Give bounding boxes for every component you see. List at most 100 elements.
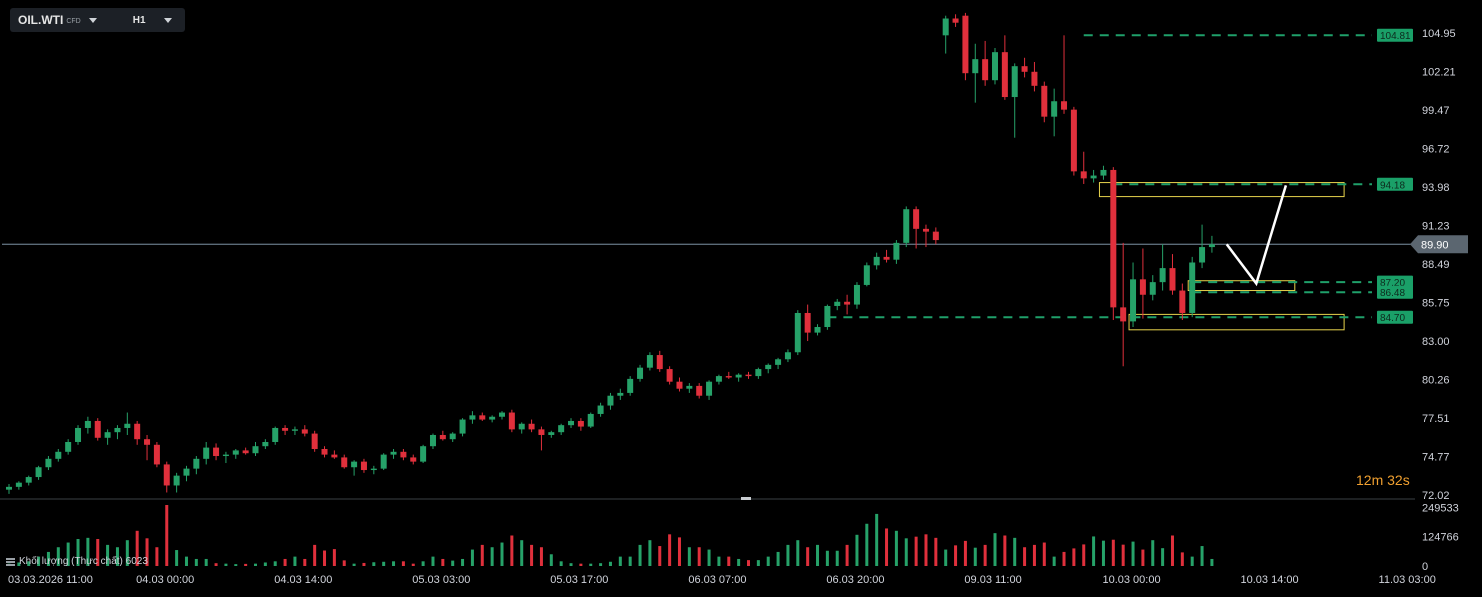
volume-bar <box>1151 540 1155 566</box>
candle-body <box>873 256 880 266</box>
volume-bar <box>303 558 307 566</box>
candle-body <box>183 468 190 476</box>
candle-body <box>1021 66 1028 72</box>
candle-body <box>538 429 545 435</box>
volume-bar <box>549 554 553 566</box>
time-tick-label: 05.03 03:00 <box>412 574 470 586</box>
candle-body <box>1090 175 1097 179</box>
candle-body <box>1179 290 1186 313</box>
volume-bar <box>618 556 622 566</box>
candle-body <box>1051 101 1058 117</box>
candle-body <box>676 381 683 389</box>
candle-body <box>725 376 732 378</box>
candle-body <box>587 413 594 427</box>
price-zone-2[interactable] <box>1128 313 1345 331</box>
volume-bar <box>1072 548 1076 566</box>
projection-path[interactable] <box>1225 185 1288 287</box>
volume-bar <box>451 560 455 566</box>
volume-bar <box>608 561 612 566</box>
candle-body <box>35 467 42 478</box>
candle-body <box>222 454 229 457</box>
price-tick-label: 74.77 <box>1422 451 1450 463</box>
candle-body <box>1159 268 1166 283</box>
time-tick-label: 04.03 00:00 <box>136 574 194 586</box>
candle-body <box>390 451 397 455</box>
volume-bar <box>480 544 484 566</box>
volume-bar <box>914 536 918 566</box>
volume-bar <box>17 562 21 566</box>
volume-bar <box>86 537 90 566</box>
volume-bar <box>1092 536 1096 566</box>
symbol-name[interactable]: OIL.WTI <box>18 13 64 27</box>
price-tick-label: 77.51 <box>1422 413 1450 425</box>
volume-bar <box>835 550 839 566</box>
timeframe-selector[interactable]: H1 <box>132 14 146 26</box>
volume-bar <box>658 546 662 566</box>
candle-body <box>380 454 387 469</box>
price-tick-label: 91.23 <box>1422 221 1450 233</box>
candle-body <box>577 420 584 427</box>
volume-bar <box>924 534 928 566</box>
candle-body <box>755 369 762 377</box>
volume-bar <box>875 513 879 566</box>
candle-body <box>814 327 821 333</box>
volume-bar <box>944 549 948 566</box>
candle-body <box>429 434 436 447</box>
volume-bar <box>1121 544 1125 566</box>
candle-body <box>548 432 555 435</box>
candle-body <box>469 415 476 420</box>
time-tick-label: 03.03.2026 11:00 <box>8 574 93 586</box>
volume-bar <box>589 563 593 566</box>
volume-bar <box>273 561 277 566</box>
current-price-tag-label: 89.90 <box>1421 239 1449 251</box>
volume-tick-label: 124766 <box>1422 532 1459 544</box>
timeframe-dropdown-icon[interactable] <box>163 17 172 23</box>
volume-bar <box>96 539 100 566</box>
candle-body <box>962 15 969 74</box>
candle-body <box>173 475 180 486</box>
candle-body <box>558 425 565 433</box>
volume-settings-icon[interactable] <box>6 557 15 566</box>
volume-bar <box>707 549 711 566</box>
volume-bar <box>135 530 139 566</box>
volume-bar <box>628 556 632 566</box>
volume-bar <box>973 547 977 566</box>
candle-body <box>439 434 446 440</box>
level-price-tag-label: 94.18 <box>1380 180 1405 191</box>
level-price-tag-2 <box>1377 275 1413 289</box>
candle-body <box>528 423 535 430</box>
volume-bar <box>37 556 41 566</box>
volume-bar <box>323 550 327 566</box>
volume-bar <box>461 558 465 566</box>
volume-bar <box>539 547 543 566</box>
time-tick-label: 10.03 00:00 <box>1102 574 1160 586</box>
price-zone-1[interactable] <box>1187 280 1296 292</box>
volume-bar <box>106 544 110 566</box>
volume-bar <box>727 556 731 566</box>
candle-body <box>922 228 929 232</box>
volume-bar <box>717 556 721 566</box>
volume-bar <box>865 523 869 566</box>
level-price-tag-label: 84.70 <box>1380 313 1405 324</box>
candle-body <box>1208 244 1215 248</box>
candle-body <box>55 451 62 459</box>
candle-body <box>844 301 851 305</box>
volume-bar <box>372 562 376 566</box>
time-tick-label: 11.03 03:00 <box>1379 574 1436 586</box>
candle-body <box>1110 169 1117 308</box>
volume-bar <box>184 556 188 566</box>
level-price-tag-0 <box>1377 28 1413 42</box>
volume-bar <box>1111 539 1115 566</box>
candle-body <box>942 18 949 36</box>
pane-resize-handle[interactable] <box>741 497 751 500</box>
candle-body <box>203 447 210 459</box>
volume-bar <box>756 560 760 566</box>
symbol-dropdown-icon[interactable] <box>88 17 97 23</box>
time-tick-label: 06.03 07:00 <box>688 574 746 586</box>
candle-body <box>696 385 703 396</box>
price-zone-0[interactable] <box>1098 182 1345 198</box>
candle-body <box>686 385 693 389</box>
candle-body <box>104 432 111 438</box>
volume-bar <box>490 547 494 566</box>
